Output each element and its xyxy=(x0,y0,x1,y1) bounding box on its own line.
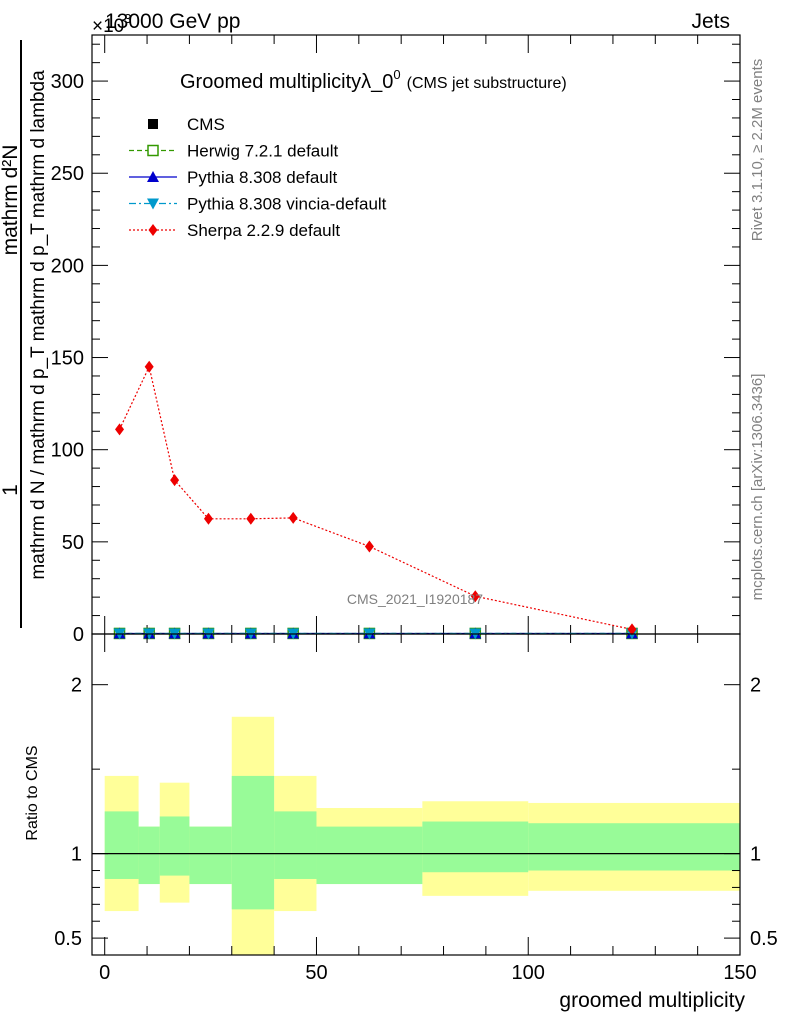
analysis-watermark: CMS_2021_I1920187 xyxy=(347,591,483,607)
ratio-inner-band xyxy=(528,823,740,871)
legend-label: CMS xyxy=(187,115,225,134)
y-tick-label: 250 xyxy=(51,163,84,185)
legend-label: Sherpa 2.2.9 default xyxy=(187,221,340,240)
x-tick-label: 0 xyxy=(99,962,110,984)
series-point-4 xyxy=(364,540,374,553)
series-point-4 xyxy=(470,590,480,603)
y-tick-label: 50 xyxy=(62,532,84,554)
chart-title: Groomed multiplicityλ_00(CMS jet substru… xyxy=(180,67,567,93)
rivet-label: Rivet 3.1.10, ≥ 2.2M events xyxy=(749,59,766,242)
x-tick-label: 100 xyxy=(512,962,545,984)
y-tick-label: 150 xyxy=(51,348,84,370)
exponent-label: ×103 xyxy=(92,11,131,37)
legend-marker xyxy=(148,119,158,129)
x-tick-label: 150 xyxy=(723,962,756,984)
y-tick-label: 100 xyxy=(51,440,84,462)
series-point-4 xyxy=(170,474,180,487)
y-label-prefix: 1 xyxy=(0,484,22,496)
ratio-y-tick-label-right: 2 xyxy=(750,675,761,697)
exponent-power: 3 xyxy=(124,11,131,26)
ratio-panel: 0 50 100 150 0.5 0.5 1 1 2 2 xyxy=(54,633,778,984)
jets-label: Jets xyxy=(691,10,730,33)
legend-label: Herwig 7.2.1 default xyxy=(187,142,338,161)
legend-marker xyxy=(147,198,159,210)
ratio-frame xyxy=(91,633,741,956)
ratio-inner-band xyxy=(316,826,423,885)
ratio-y-tick-label: 2 xyxy=(71,675,82,697)
ratio-y-tick-label-right: 1 xyxy=(750,844,761,866)
ratio-inner-band xyxy=(189,826,232,885)
y-tick-label: 300 xyxy=(51,71,84,93)
ratio-inner-band xyxy=(422,821,529,873)
ratio-inner-band xyxy=(231,775,275,910)
ratio-y-label: Ratio to CMS xyxy=(24,745,41,840)
mcplots-label: mcplots.cern.ch [arXiv:1306.3436] xyxy=(749,374,766,601)
series-point-4 xyxy=(627,623,637,636)
ratio-y-tick-label: 1 xyxy=(71,844,82,866)
ratio-inner-band xyxy=(159,816,190,876)
x-axis-label: groomed multiplicity xyxy=(559,989,745,1012)
legend-label: Pythia 8.308 vincia-default xyxy=(187,195,387,214)
main-y-label: 1 mathrm d²N mathrm d N / mathrm d p_T m… xyxy=(0,40,49,628)
y-tick-label: 0 xyxy=(73,624,84,646)
legend: CMS Herwig 7.2.1 default Pythia 8.308 defa… xyxy=(129,115,387,240)
ratio-inner-band xyxy=(274,811,317,879)
series-point-4 xyxy=(246,512,256,525)
series-point-4 xyxy=(203,512,213,525)
ratio-y-tick-label: 0.5 xyxy=(54,928,82,950)
legend-marker xyxy=(147,171,159,182)
x-tick-label: 50 xyxy=(305,962,327,984)
y-tick-label: 200 xyxy=(51,255,84,277)
legend-label: Pythia 8.308 default xyxy=(187,168,338,187)
energy-label: 13000 GeV pp xyxy=(105,10,240,33)
ratio-inner-band xyxy=(138,826,160,885)
y-label-denominator: mathrm d N / mathrm d p_T mathrm d p_T m… xyxy=(28,70,49,580)
series-line-4 xyxy=(118,364,633,630)
ratio-inner-band xyxy=(104,811,139,879)
ratio-y-tick-label-right: 0.5 xyxy=(750,928,778,950)
legend-marker xyxy=(148,224,158,236)
series-point-4 xyxy=(144,360,154,373)
y-label-numerator: mathrm d²N xyxy=(0,145,22,256)
series-point-4 xyxy=(288,511,298,524)
legend-marker xyxy=(147,144,159,157)
series-point-4 xyxy=(115,423,125,436)
